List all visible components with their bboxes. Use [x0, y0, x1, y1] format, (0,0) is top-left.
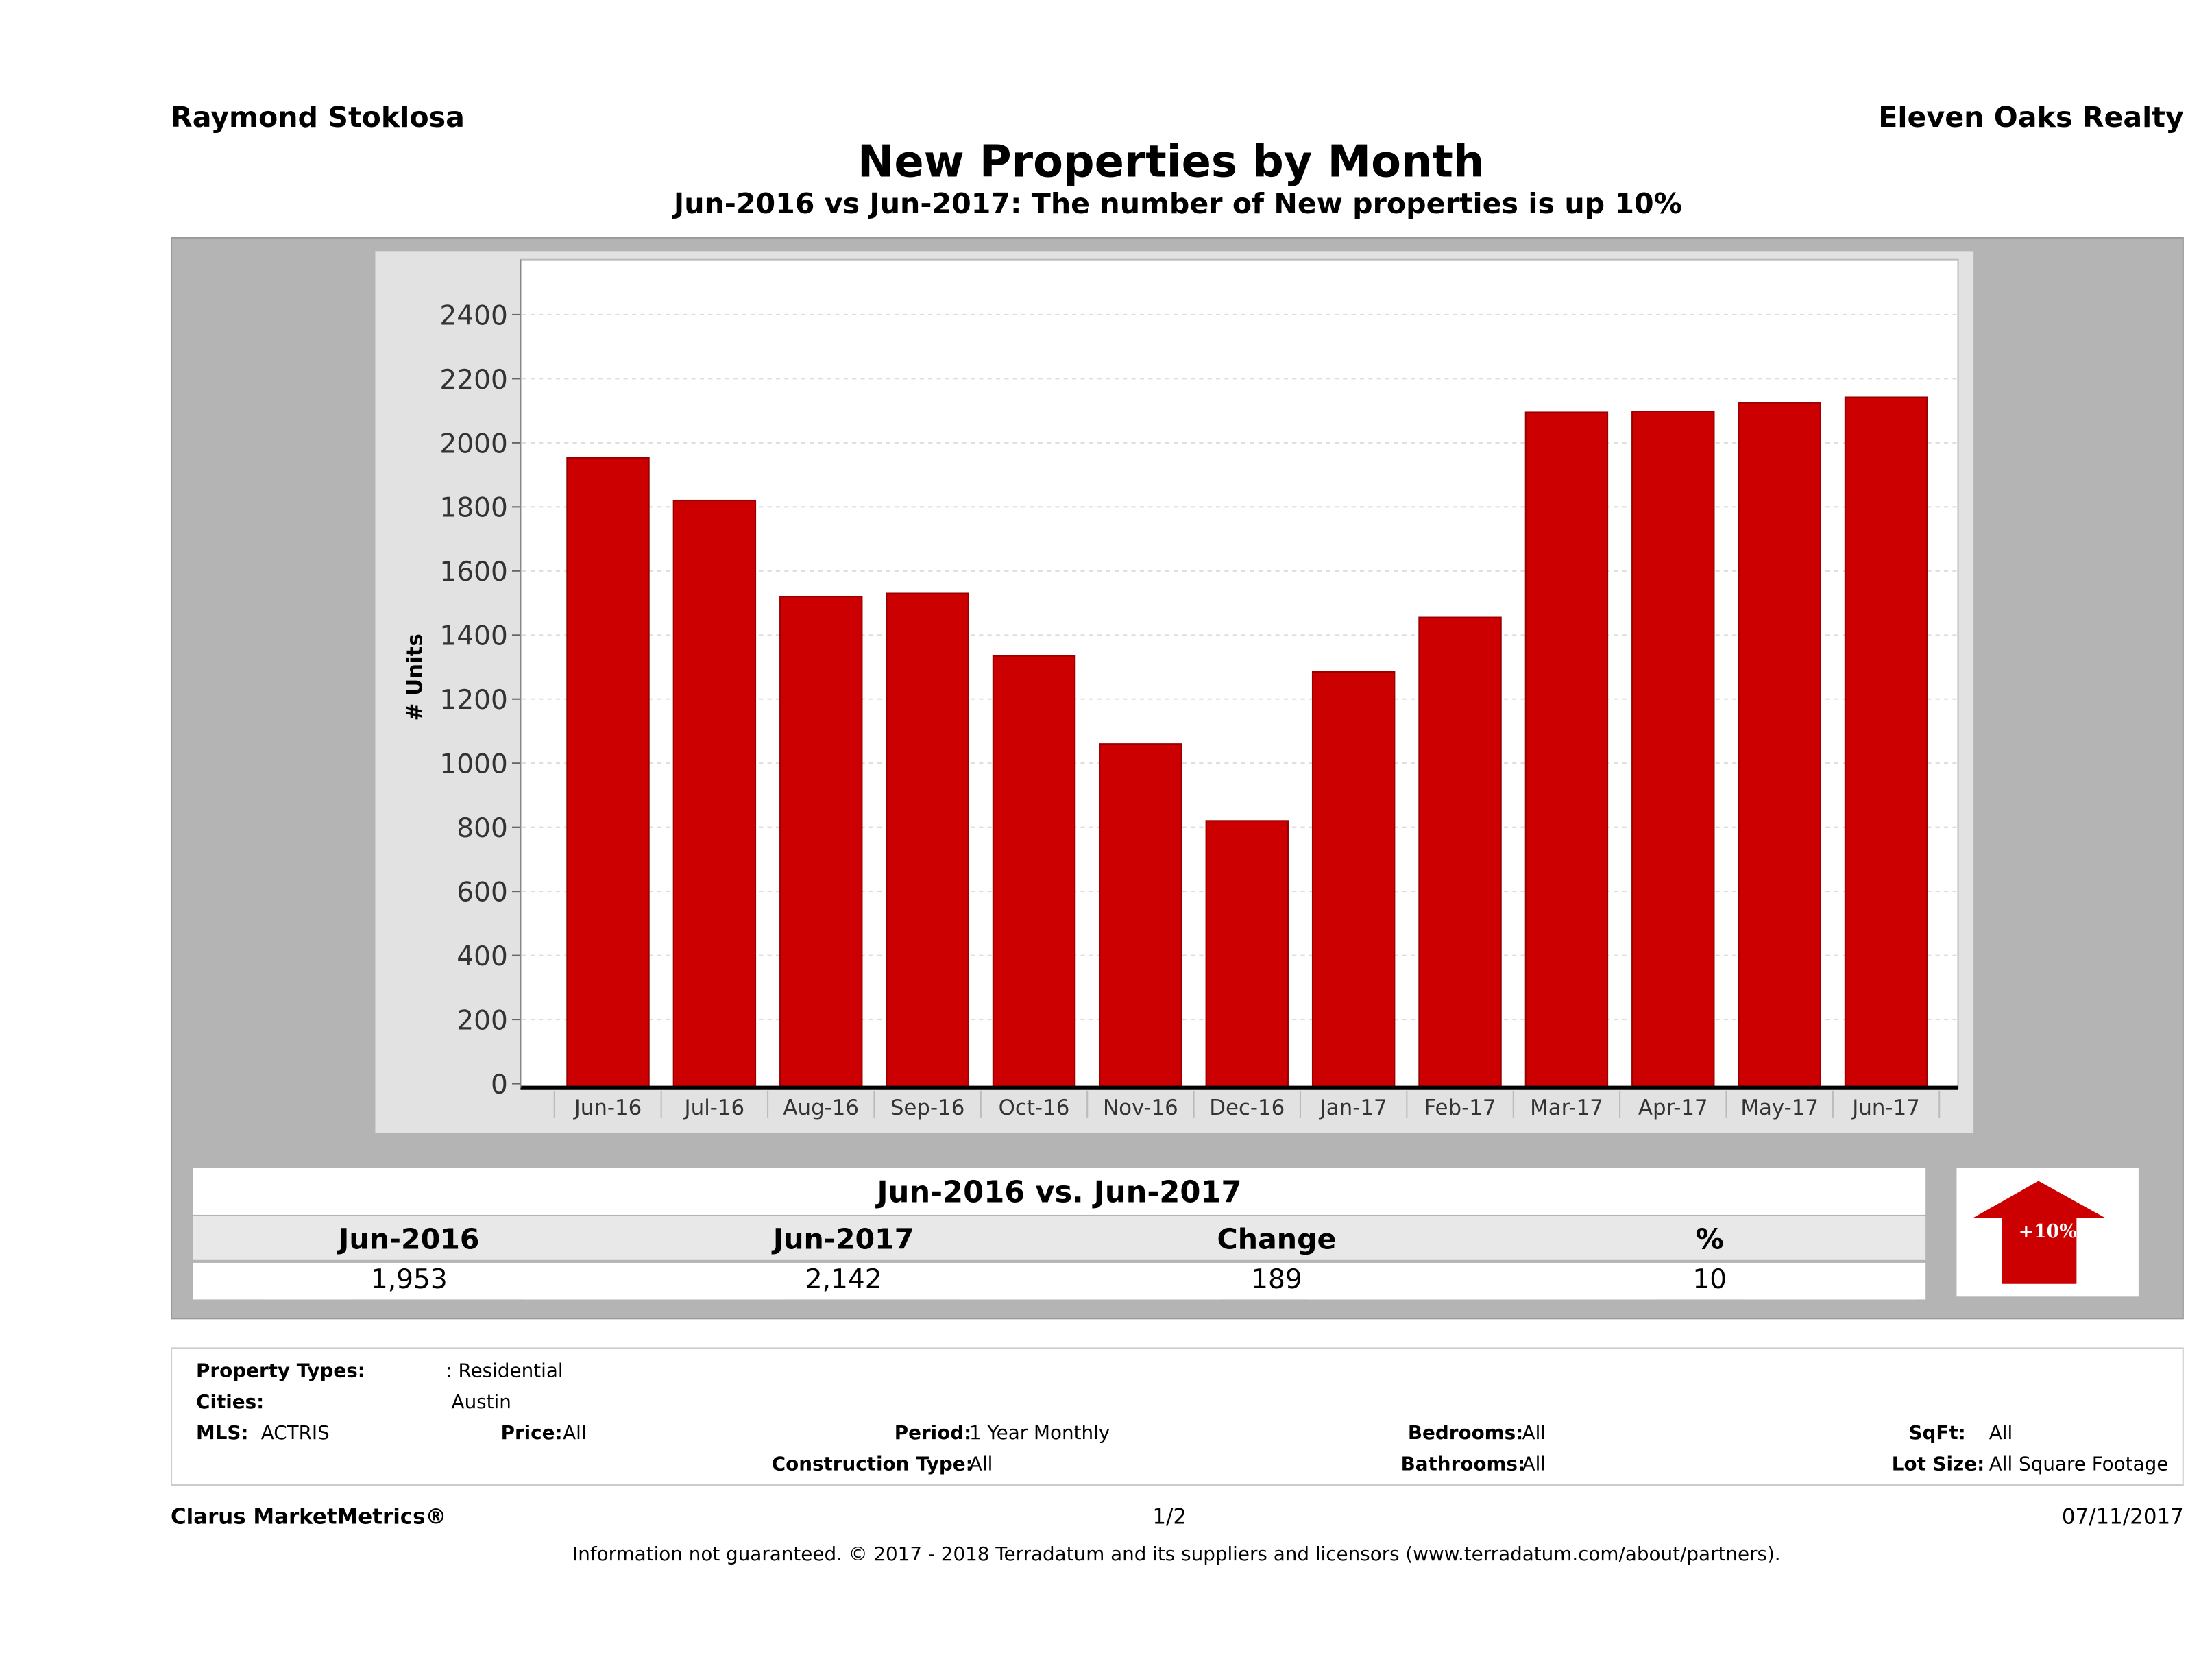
y-tick-label: 200	[457, 1005, 508, 1036]
summary-value: 2,142	[805, 1264, 882, 1296]
x-tick-label: Apr-17	[1638, 1096, 1708, 1120]
x-tick-label: Mar-17	[1530, 1096, 1603, 1120]
page-title: New Properties by Month	[858, 136, 1485, 188]
x-tick-label: Aug-16	[783, 1096, 859, 1120]
criteria-label: Period:	[894, 1422, 972, 1445]
bar-Aug-16	[779, 596, 863, 1087]
x-tick-label: Nov-16	[1103, 1096, 1178, 1120]
criteria-label: Construction Type:	[771, 1453, 973, 1476]
criteria-value: ACTRIS	[260, 1422, 330, 1445]
criteria-value: All	[969, 1453, 993, 1476]
y-tick-label: 1800	[439, 493, 507, 524]
x-tick-label: Dec-16	[1209, 1096, 1285, 1120]
criteria-value: 1 Year Monthly	[969, 1422, 1110, 1445]
y-tick-label: 2000	[439, 428, 507, 459]
company-name: Eleven Oaks Realty	[1878, 100, 2184, 134]
disclaimer: Information not guaranteed. © 2017 - 201…	[572, 1543, 1781, 1567]
y-tick-label: 0	[491, 1070, 508, 1100]
bar-Apr-17	[1631, 411, 1715, 1087]
x-tick-label: Sep-16	[890, 1096, 965, 1120]
bar-chart: 0 200 400 600 800 1000 1200 1400 1600 1800 2000 220…	[402, 258, 1959, 1120]
page-number: 1/2	[1152, 1503, 1187, 1530]
criteria-label: Cities:	[196, 1391, 265, 1414]
y-tick-label: 600	[457, 878, 508, 908]
summary-value-row: 1,953 2,142 189 10	[193, 1262, 1926, 1300]
x-tick-label: Jun-17	[1851, 1096, 1920, 1120]
x-tick-label: Feb-17	[1424, 1096, 1496, 1120]
criteria-value: All	[1522, 1422, 1546, 1445]
agent-name: Raymond Stoklosa	[171, 100, 465, 134]
summary-value: 189	[1251, 1264, 1302, 1296]
criteria-label: Lot Size:	[1891, 1453, 1985, 1476]
bar-Sep-16	[886, 592, 969, 1087]
summary-header: %	[1695, 1222, 1724, 1256]
bar-Jul-16	[672, 499, 757, 1087]
summary-header: Jun-2017	[773, 1222, 914, 1256]
x-tick-label: Oct-16	[999, 1096, 1070, 1120]
y-tick-label: 2400	[439, 300, 507, 331]
summary-header: Jun-2016	[339, 1222, 480, 1256]
y-tick-label: 1000	[439, 749, 507, 780]
bar-May-17	[1738, 402, 1821, 1087]
x-tick-label: Jun-16	[573, 1096, 642, 1120]
bar-Dec-16	[1205, 820, 1289, 1087]
page-subtitle: Jun-2016 vs Jun-2017: The number of New …	[673, 186, 1682, 221]
y-tick-label: 1600	[439, 557, 507, 588]
criteria-value: : Residential	[446, 1360, 563, 1383]
criteria-value: All	[1522, 1453, 1546, 1476]
summary-header-row: Jun-2016 Jun-2017 Change %	[193, 1216, 1926, 1260]
report-date: 07/11/2017	[2061, 1503, 2184, 1530]
criteria-value: All	[563, 1422, 587, 1445]
x-tick-label: Jan-17	[1319, 1096, 1387, 1120]
summary-value: 10	[1692, 1264, 1727, 1296]
bar-Jun-17	[1844, 396, 1928, 1087]
bar-Jan-17	[1311, 671, 1396, 1087]
y-tick-label: 1200	[439, 685, 507, 716]
criteria-value: All Square Footage	[1989, 1453, 2169, 1476]
summary-header: Change	[1217, 1222, 1337, 1256]
summary-value: 1,953	[370, 1264, 448, 1296]
y-tick-label: 400	[457, 941, 508, 972]
criteria-label: MLS:	[196, 1422, 249, 1445]
y-axis-label: # Units	[402, 633, 427, 721]
criteria-label: Property Types:	[196, 1360, 365, 1383]
y-tick-label: 1400	[439, 621, 507, 652]
criteria-label: Bathrooms:	[1400, 1453, 1526, 1476]
bar-Feb-17	[1418, 616, 1502, 1087]
up-arrow-icon	[1973, 1181, 2105, 1284]
summary-title: Jun-2016 vs. Jun-2017	[193, 1168, 1926, 1215]
bar-Jun-16	[566, 457, 650, 1087]
y-tick-label: 2200	[439, 365, 507, 396]
y-tick-label: 800	[457, 813, 508, 844]
footer-brand: Clarus MarketMetrics®	[171, 1503, 447, 1530]
x-tick-label: May-17	[1740, 1096, 1819, 1120]
change-percent-label: +10%	[2018, 1222, 2077, 1244]
criteria-label: SqFt:	[1908, 1422, 1966, 1445]
bar-Nov-16	[1099, 743, 1182, 1087]
bar-Mar-17	[1524, 411, 1609, 1087]
x-tick-label: Jul-16	[683, 1096, 745, 1120]
change-indicator: +10%	[1956, 1168, 2139, 1297]
criteria-label: Price:	[500, 1422, 563, 1445]
bar-Oct-16	[992, 655, 1076, 1087]
criteria-value: All	[1989, 1422, 2013, 1445]
criteria-label: Bedrooms:	[1407, 1422, 1524, 1445]
criteria-value: Austin	[451, 1391, 511, 1414]
criteria-box: Property Types: : Residential Cities: Au…	[171, 1347, 2184, 1486]
